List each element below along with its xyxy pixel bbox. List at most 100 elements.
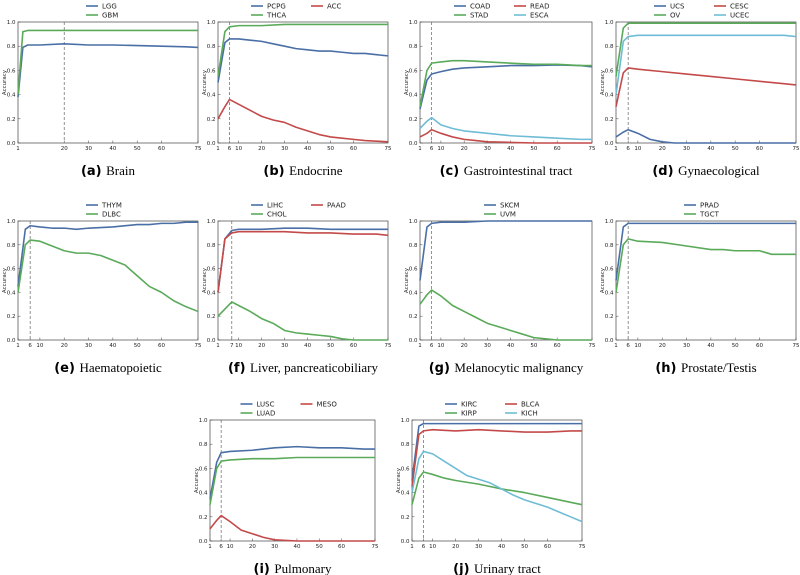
legend-label: STAD	[470, 12, 488, 20]
series-line-cesc	[615, 67, 797, 107]
plot-area	[17, 21, 199, 144]
y-tick-label: 0.8	[409, 44, 418, 50]
caption-letter: (b)	[263, 164, 289, 179]
caption-letter: (i)	[254, 562, 275, 575]
y-tick-label: 0.2	[409, 314, 418, 320]
x-tick-label: 6	[422, 544, 426, 550]
x-tick-label: 20	[61, 146, 68, 152]
series-line-dlbc	[17, 239, 199, 313]
y-tick-label: 0.2	[207, 314, 216, 320]
x-tick-label: 6	[28, 343, 32, 349]
y-tick-label: 0.6	[7, 267, 16, 273]
panel-caption: (f) Liver, pancreaticobiliary	[228, 360, 379, 376]
panel-caption: (j) Urinary tract	[453, 561, 541, 575]
y-axis-label: Accuracy	[404, 267, 410, 293]
y-tick-label: 1.0	[409, 20, 418, 26]
caption-text: Melanocytic malignancy	[454, 360, 583, 375]
x-tick-label: 75	[579, 544, 586, 550]
y-tick-label: 1.0	[605, 219, 614, 225]
y-tick-label: 0.8	[605, 44, 614, 50]
caption-letter: (j)	[453, 562, 474, 575]
legend-label: THCA	[266, 12, 286, 20]
series-line-ov	[615, 22, 796, 77]
x-tick-label: 20	[659, 146, 666, 152]
plot-area	[419, 220, 593, 341]
chart-panel: 0.00.20.40.60.81.01 6 10 20 30 40 50 60 75Accura…	[396, 401, 586, 575]
chart-panel: 0.00.20.40.60.81.01 6 10 20 30 40 50 60 75Accura…	[194, 401, 379, 575]
y-axis-label: Accuracy	[600, 69, 606, 95]
panel-caption: (h) Prostate/Testis	[655, 360, 756, 376]
caption-text: Haematopoietic	[79, 360, 162, 375]
y-tick-label: 0.0	[207, 141, 216, 147]
x-tick-label: 30	[475, 544, 482, 550]
x-tick-label: 75	[385, 146, 392, 152]
caption-text: Gastrointestinal tract	[464, 163, 573, 178]
y-tick-label: 0.0	[605, 338, 614, 344]
x-tick-label: 6	[626, 146, 630, 152]
y-tick-label: 0.0	[401, 539, 410, 545]
x-tick-label: 10	[235, 343, 242, 349]
x-tick-label: 50	[327, 146, 334, 152]
chart-panel: 0.0 0.2 0.4 0.6 0.8 1.0 1 20 30 40 50 60 75 Accuracy L…	[2, 3, 202, 180]
y-tick-label: 1.0	[401, 418, 410, 424]
x-tick-label: 30	[281, 146, 288, 152]
legend-label: UCEC	[730, 12, 749, 20]
y-tick-label: 0.4	[7, 93, 16, 99]
x-tick-label: 40	[507, 343, 514, 349]
caption-text: Urinary tract	[474, 561, 541, 575]
x-tick-label: 20	[452, 544, 459, 550]
series-line-pcpg	[217, 38, 389, 83]
series-line-stad	[419, 59, 592, 107]
series-line-paad	[217, 230, 389, 293]
y-tick-label: 0.6	[409, 68, 418, 74]
legend-label: KIRP	[461, 410, 477, 418]
x-tick-label: 10	[437, 146, 444, 152]
legend-label: LUSC	[257, 401, 275, 409]
caption-text: Liver, pancreaticobiliary	[250, 360, 378, 375]
y-axis-label: Accuracy	[2, 69, 8, 95]
x-tick-label: 50	[530, 343, 537, 349]
x-tick-label: 20	[61, 343, 68, 349]
y-tick-label: 0.2	[605, 117, 614, 123]
series-line-blca	[411, 428, 582, 487]
plot-area	[217, 21, 389, 144]
y-tick-label: 1.0	[199, 418, 208, 424]
y-tick-label: 0.0	[207, 338, 216, 344]
legend-label: READ	[530, 3, 549, 11]
legend-label: PRAD	[700, 202, 719, 210]
series-line-luad	[209, 456, 375, 505]
y-tick-label: 0.4	[7, 290, 16, 296]
x-tick-label: 60	[350, 343, 357, 349]
plot-area	[17, 220, 199, 341]
series-line-kich	[411, 450, 583, 523]
x-tick-label: 20	[461, 146, 468, 152]
x-tick-label: 60	[350, 146, 357, 152]
x-tick-label: 40	[304, 146, 311, 152]
caption-text: Endocrine	[289, 163, 343, 178]
y-tick-label: 1.0	[7, 20, 16, 26]
y-tick-label: 0.6	[207, 68, 216, 74]
x-tick-label: 7	[230, 343, 234, 349]
panel-caption: (a) Brain	[81, 163, 136, 179]
x-tick-label: 10	[429, 544, 436, 550]
legend-label: ESCA	[530, 12, 549, 20]
y-tick-label: 0.2	[605, 314, 614, 320]
chart-panel: 0.0 0.2 0.4 0.6 0.8 1.0 1 7 10 20 30 40 50 60 75 Accura…	[202, 202, 392, 377]
x-tick-label: 50	[134, 146, 141, 152]
x-tick-label: 1	[418, 146, 422, 152]
y-tick-label: 0.6	[401, 466, 410, 472]
x-tick-label: 6	[626, 343, 630, 349]
y-tick-label: 1.0	[605, 20, 614, 26]
y-tick-label: 0.4	[207, 93, 216, 99]
y-tick-label: 0.6	[409, 267, 418, 273]
legend-label: KICH	[521, 410, 538, 418]
y-tick-label: 0.8	[199, 442, 208, 448]
panel-caption: (i) Pulmonary	[254, 561, 332, 575]
x-tick-label: 75	[372, 544, 379, 550]
series-line-acc	[217, 98, 389, 143]
x-tick-label: 1	[216, 146, 220, 152]
x-tick-label: 10	[634, 146, 641, 152]
caption-text: Brain	[106, 163, 135, 178]
y-tick-label: 1.0	[207, 20, 216, 26]
x-tick-label: 20	[258, 146, 265, 152]
